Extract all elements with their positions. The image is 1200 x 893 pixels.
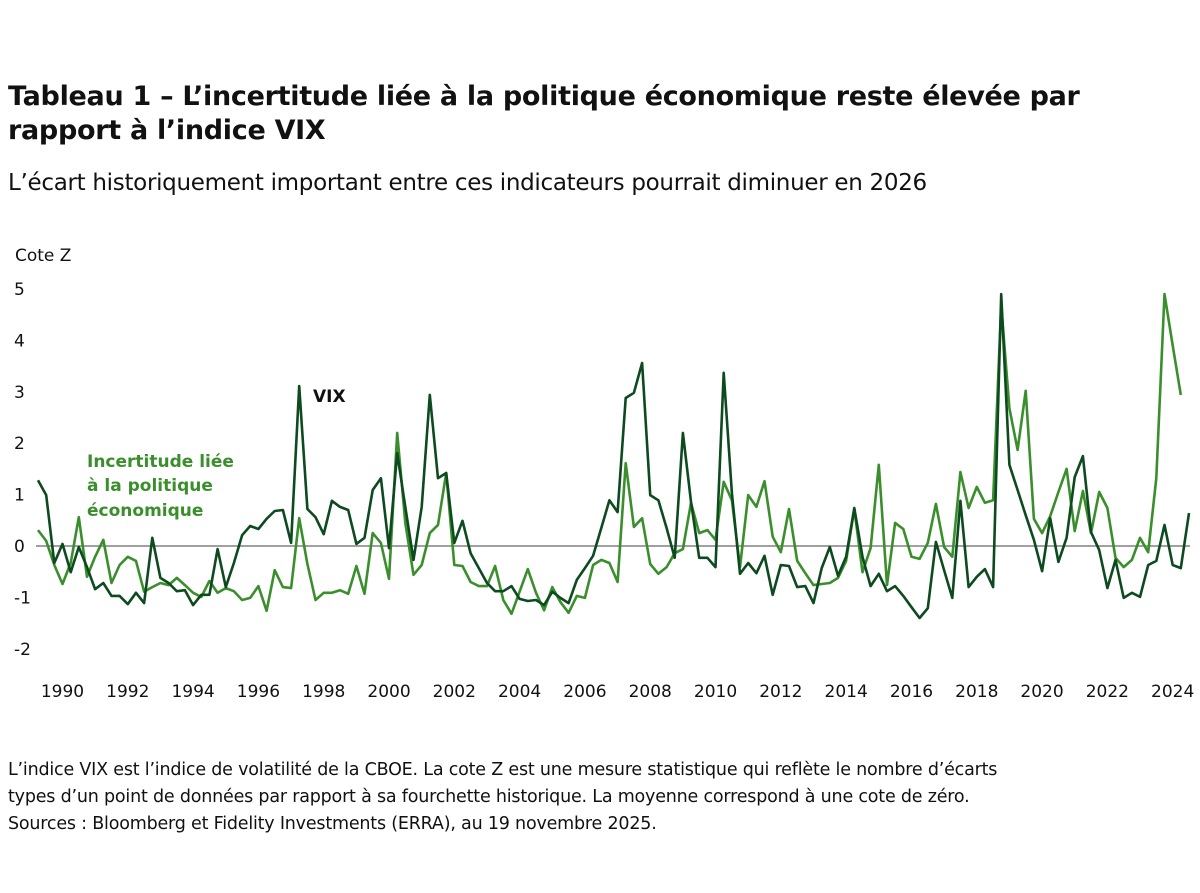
x-tick-label: 2000	[367, 682, 410, 702]
series-label-epu-line-1: Incertitude liée	[87, 452, 234, 472]
chart-subtitle: L’écart historiquement important entre c…	[8, 170, 927, 196]
y-tick-label: 5	[14, 280, 25, 300]
x-tick-label: 2020	[1020, 682, 1063, 702]
y-tick-label: 1	[14, 486, 25, 506]
y-tick-label: -1	[14, 588, 31, 608]
series-line-epu	[36, 292, 1183, 616]
y-axis-label: Cote Z	[15, 246, 71, 266]
x-tick-label: 2002	[433, 682, 476, 702]
x-tick-label: 1996	[237, 682, 280, 702]
y-tick-label: -2	[14, 640, 31, 660]
footnote: L’indice VIX est l’indice de volatilité …	[8, 757, 1198, 838]
x-tick-label: 1990	[41, 682, 84, 702]
series-label-epu: Incertitude liée à la politique économiq…	[87, 452, 234, 521]
footnote-line: L’indice VIX est l’indice de volatilité …	[8, 760, 998, 780]
x-tick-label: 1998	[302, 682, 345, 702]
x-tick-label: 2024	[1151, 682, 1194, 702]
footnote-line: types d’un point de données par rapport …	[8, 787, 970, 807]
x-tick-label: 2004	[498, 682, 541, 702]
x-tick-label: 2016	[890, 682, 933, 702]
x-tick-label: 2022	[1086, 682, 1129, 702]
y-tick-label: 4	[14, 331, 25, 351]
y-tick-label: 2	[14, 434, 25, 454]
line-chart: Cote Z 5 4 3 2 1 0 -1 -2 1990 1992 1994 1996 1998 20…	[14, 246, 1194, 702]
x-tick-label: 2018	[955, 682, 998, 702]
x-tick-label: 1994	[171, 682, 214, 702]
x-tick-label: 2014	[825, 682, 868, 702]
x-tick-label: 2012	[759, 682, 802, 702]
x-tick-label: 2008	[629, 682, 672, 702]
footnote-line: Sources : Bloomberg et Fidelity Investme…	[8, 814, 657, 834]
chart-title: Tableau 1 – L’incertitude liée à la poli…	[8, 81, 1080, 146]
series-label-epu-line-3: économique	[87, 501, 203, 521]
x-tick-label: 1992	[106, 682, 149, 702]
x-tick-label: 2010	[694, 682, 737, 702]
y-tick-label: 0	[14, 537, 25, 557]
series-label-epu-line-2: à la politique	[87, 476, 213, 496]
series-line-vix	[36, 292, 1191, 620]
series-label-vix: VIX	[313, 387, 346, 407]
y-tick-label: 3	[14, 383, 25, 403]
x-tick-label: 2006	[563, 682, 606, 702]
